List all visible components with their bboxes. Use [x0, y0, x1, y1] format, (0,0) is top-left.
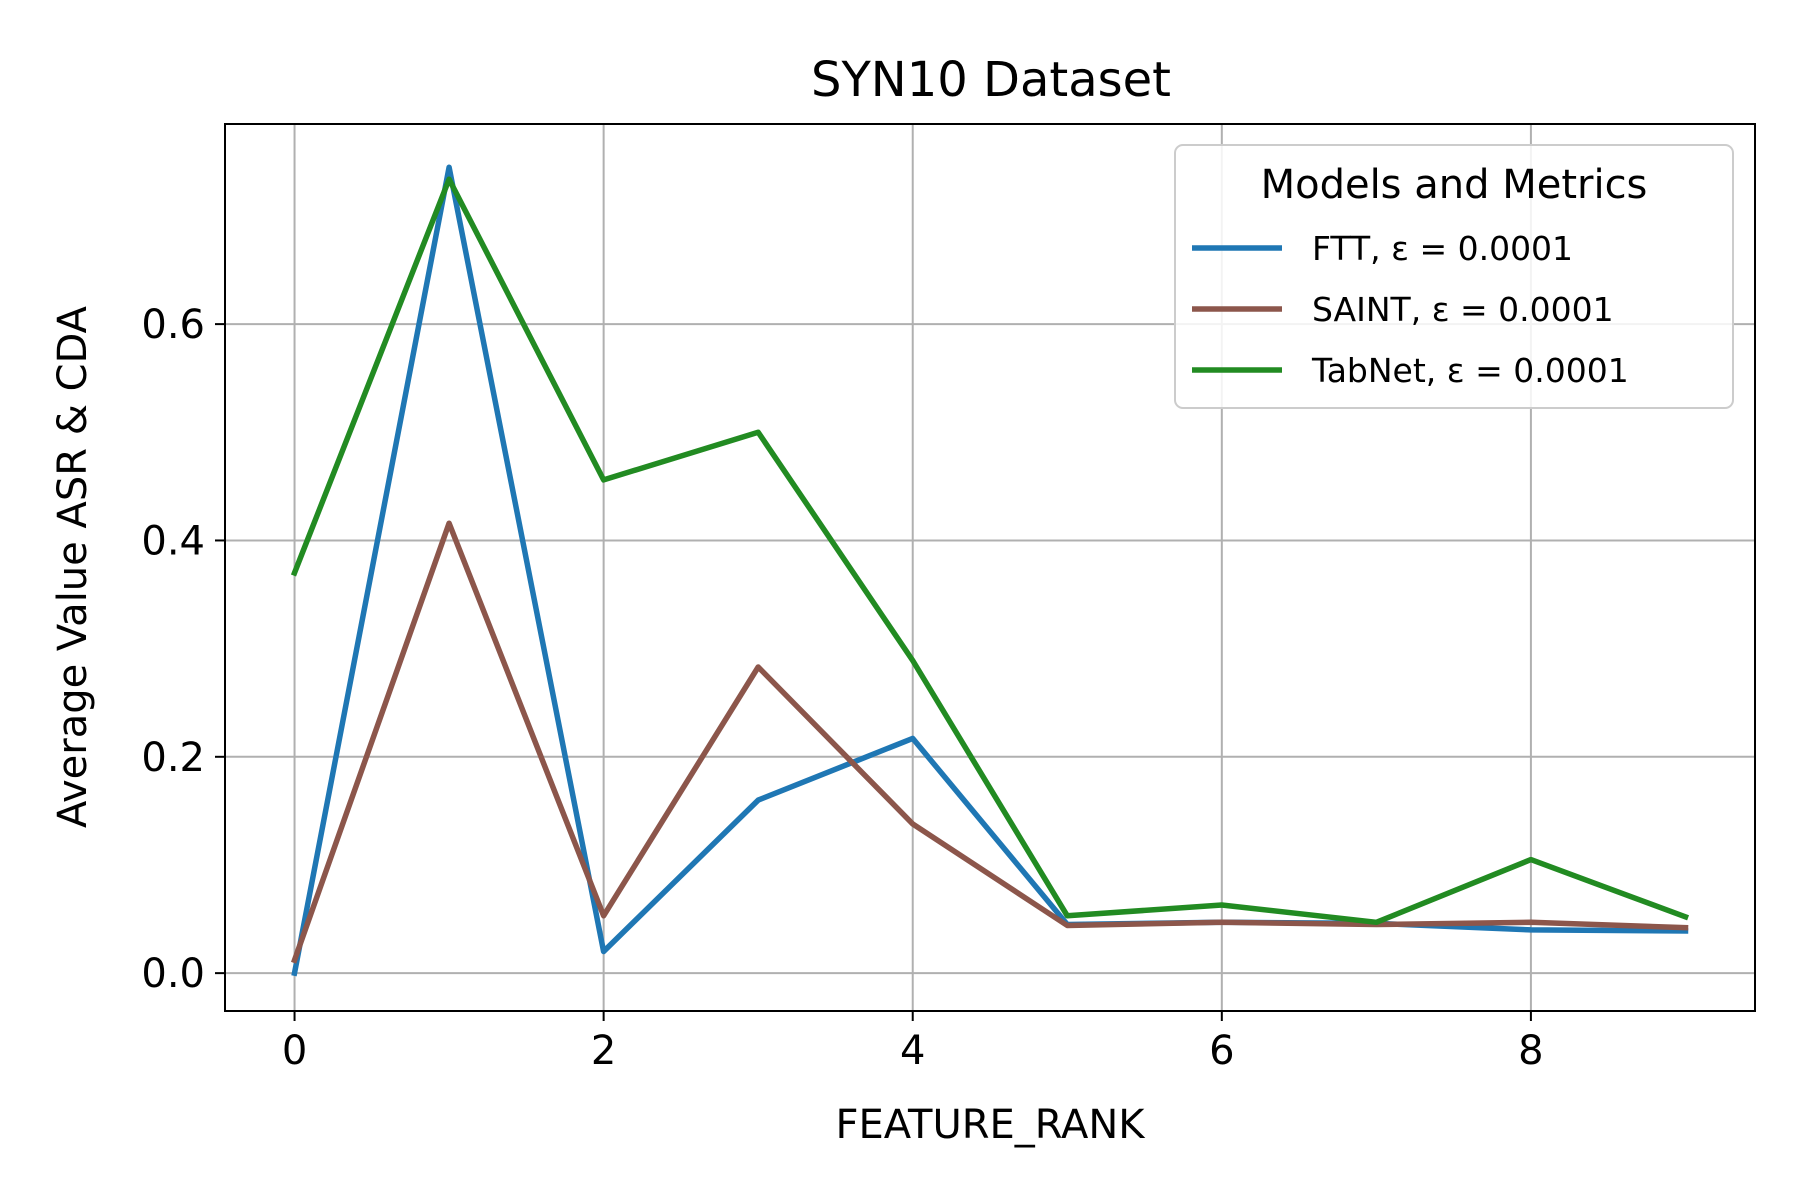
y-axis: 0.0 0.2 0.4 0.6 [141, 302, 225, 997]
x-axis: 0 2 4 6 8 [282, 1011, 1544, 1074]
chart-title: SYN10 Dataset [811, 52, 1171, 108]
series-line-2 [290, 176, 1690, 926]
legend-label: FTT, ε = 0.0001 [1312, 229, 1573, 268]
plot-frame [224, 123, 1756, 1012]
x-tick-label: 6 [1209, 1028, 1234, 1074]
x-tick-label: 4 [900, 1028, 925, 1074]
series-line-1 [290, 520, 1689, 964]
legend-box [1174, 144, 1734, 409]
legend: Models and Metrics FTT, ε = 0.0001 SAINT,… [1174, 144, 1734, 409]
y-tick-label: 0.2 [141, 735, 205, 781]
legend-label: SAINT, ε = 0.0001 [1312, 290, 1614, 329]
x-tick-label: 8 [1518, 1028, 1543, 1074]
x-tick-label: 0 [282, 1028, 307, 1074]
x-tick-label: 2 [591, 1028, 616, 1074]
series-line-0 [291, 164, 1689, 977]
legend-label: TabNet, ε = 0.0001 [1311, 351, 1629, 390]
y-tick-label: 0.4 [141, 518, 205, 564]
legend-title: Models and Metrics [1261, 162, 1648, 208]
y-tick-label: 0.0 [141, 951, 205, 997]
x-axis-label: FEATURE_RANK [835, 1102, 1146, 1148]
y-axis-label: Average Value ASR & CDA [50, 305, 96, 828]
legend-entries: FTT, ε = 0.0001 SAINT, ε = 0.0001 TabNet, … [1192, 229, 1629, 390]
y-tick-label: 0.6 [141, 302, 205, 348]
series-lines [290, 164, 1690, 977]
